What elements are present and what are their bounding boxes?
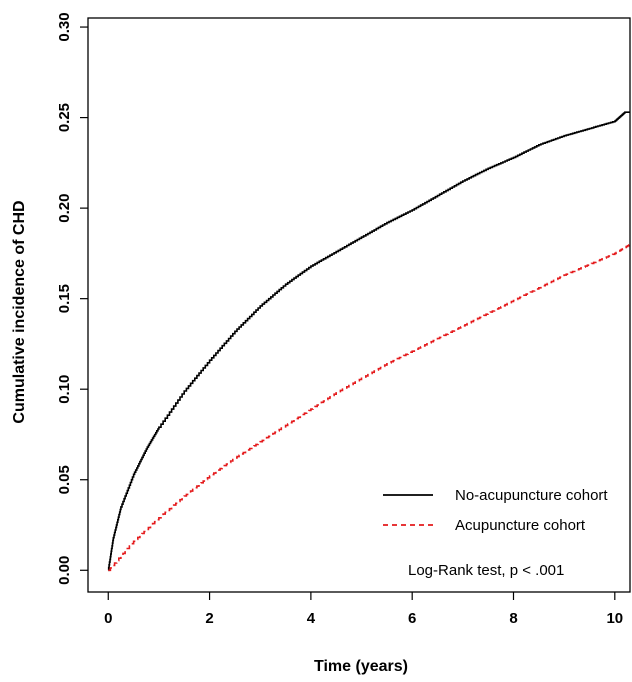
y-tick-label: 0.00 — [56, 556, 73, 585]
plot-frame — [87, 17, 631, 593]
legend-label-no-acupuncture: No-acupuncture cohort — [455, 487, 608, 504]
y-tick-label: 0.10 — [56, 375, 73, 404]
x-tick-label: 10 — [606, 610, 623, 627]
x-tick-label: 0 — [104, 610, 112, 627]
series-line-no-acupuncture — [107, 111, 630, 572]
x-tick-label: 6 — [408, 610, 416, 627]
y-tick-label: 0.25 — [56, 103, 73, 132]
legend-label-acupuncture: Acupuncture cohort — [455, 517, 586, 534]
y-tick-label: 0.15 — [56, 284, 73, 313]
y-tick-label: 0.30 — [56, 12, 73, 41]
legend: No-acupuncture cohort Acupuncture cohort — [383, 487, 608, 534]
series-layer — [107, 111, 631, 572]
x-tick-label: 2 — [205, 610, 213, 627]
y-tick-label: 0.20 — [56, 194, 73, 223]
x-tick-label: 4 — [307, 610, 316, 627]
y-tick-label: 0.05 — [56, 465, 73, 494]
log-rank-annotation: Log-Rank test, p < .001 — [408, 562, 564, 579]
x-axis: 0 2 4 6 8 10 — [104, 592, 623, 627]
x-axis-title: Time (years) — [314, 658, 408, 675]
x-tick-label: 8 — [509, 610, 517, 627]
y-axis: 0.00 0.05 0.10 0.15 0.20 0.25 0.30 — [56, 12, 88, 585]
series-line-acupuncture — [108, 244, 631, 572]
y-axis-title: Cumulative incidence of CHD — [11, 200, 28, 423]
